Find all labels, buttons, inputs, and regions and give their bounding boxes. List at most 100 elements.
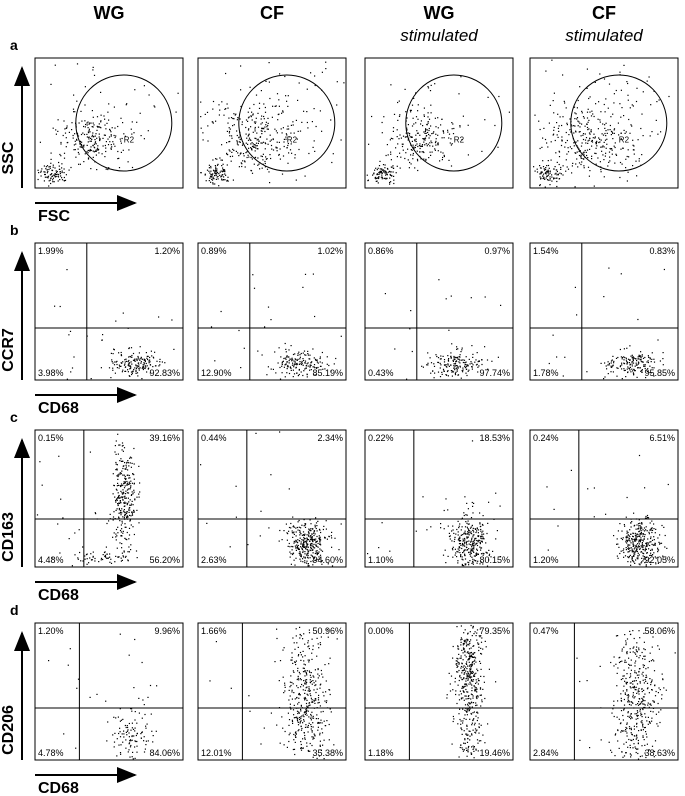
event-dot — [319, 365, 322, 367]
event-dot — [40, 175, 42, 177]
event-dot — [616, 672, 618, 674]
event-dot — [122, 450, 124, 452]
event-dot — [647, 361, 649, 364]
event-dot — [287, 144, 289, 147]
event-dot — [473, 551, 475, 553]
event-dot — [459, 359, 461, 361]
event-dot — [218, 104, 220, 106]
event-dot — [321, 130, 323, 132]
event-dot — [125, 497, 127, 499]
event-dot — [465, 356, 467, 358]
event-dot — [649, 365, 651, 367]
event-dot — [137, 357, 139, 359]
event-dot — [284, 730, 286, 733]
event-dot — [428, 118, 431, 120]
event-dot — [289, 149, 292, 151]
event-dot — [220, 310, 222, 313]
event-dot — [306, 679, 308, 681]
event-dot — [215, 166, 217, 168]
event-dot — [136, 751, 138, 753]
event-dot — [62, 134, 64, 137]
event-dot — [146, 723, 148, 725]
event-dot — [419, 151, 421, 153]
event-dot — [294, 698, 296, 700]
event-dot — [470, 753, 472, 755]
event-dot — [484, 697, 486, 700]
event-dot — [133, 491, 135, 493]
event-dot — [454, 369, 456, 371]
event-dot — [425, 159, 427, 161]
event-dot — [212, 100, 215, 103]
event-dot — [623, 369, 625, 372]
event-dot — [586, 371, 588, 373]
event-dot — [389, 181, 391, 184]
event-dot — [300, 729, 303, 731]
event-dot — [124, 475, 126, 478]
event-dot — [281, 365, 283, 367]
event-dot — [461, 662, 463, 664]
event-dot — [52, 179, 54, 181]
event-dot — [553, 133, 555, 135]
event-dot — [639, 547, 641, 549]
event-dot — [637, 367, 639, 369]
event-dot — [605, 122, 607, 124]
event-dot — [463, 512, 465, 514]
event-dot — [315, 552, 317, 554]
event-dot — [472, 748, 474, 750]
event-dot — [625, 549, 627, 551]
event-dot — [317, 668, 319, 670]
event-dot — [251, 147, 253, 150]
event-dot — [437, 142, 439, 144]
event-dot — [304, 671, 306, 673]
event-dot — [315, 718, 317, 720]
event-dot — [638, 519, 640, 521]
event-dot — [310, 535, 312, 537]
event-dot — [425, 132, 427, 134]
event-dot — [300, 371, 302, 373]
event-dot — [294, 545, 296, 547]
event-dot — [613, 656, 615, 658]
event-dot — [291, 720, 294, 723]
event-dot — [133, 482, 135, 484]
event-dot — [138, 465, 140, 467]
event-dot — [379, 168, 381, 170]
event-dot — [614, 162, 616, 164]
event-dot — [540, 173, 542, 175]
event-dot — [314, 684, 316, 687]
event-dot — [574, 286, 576, 288]
event-dot — [80, 143, 83, 146]
event-dot — [455, 365, 457, 367]
event-dot — [475, 697, 478, 699]
event-dot — [575, 113, 577, 115]
event-dot — [86, 122, 88, 124]
event-dot — [224, 179, 226, 181]
event-dot — [202, 139, 204, 141]
event-dot — [428, 127, 430, 130]
event-dot — [470, 665, 473, 667]
event-dot — [441, 371, 443, 373]
event-dot — [278, 105, 280, 107]
event-dot — [475, 560, 477, 562]
event-dot — [553, 92, 555, 94]
event-dot — [237, 144, 239, 146]
event-dot — [611, 366, 613, 368]
event-dot — [576, 145, 578, 147]
event-dot — [376, 173, 378, 175]
event-dot — [120, 460, 122, 462]
event-dot — [298, 711, 300, 713]
event-dot — [275, 372, 277, 374]
event-dot — [309, 529, 311, 531]
event-dot — [484, 296, 486, 298]
event-dot — [276, 724, 278, 726]
event-dot — [152, 741, 154, 743]
event-dot — [452, 123, 454, 125]
event-dot — [478, 679, 480, 682]
event-dot — [214, 172, 216, 174]
event-dot — [58, 174, 60, 176]
event-dot — [276, 132, 278, 134]
event-dot — [666, 547, 668, 549]
event-dot — [128, 483, 130, 486]
event-dot — [460, 744, 462, 746]
event-dot — [461, 685, 464, 688]
event-dot — [266, 128, 268, 130]
